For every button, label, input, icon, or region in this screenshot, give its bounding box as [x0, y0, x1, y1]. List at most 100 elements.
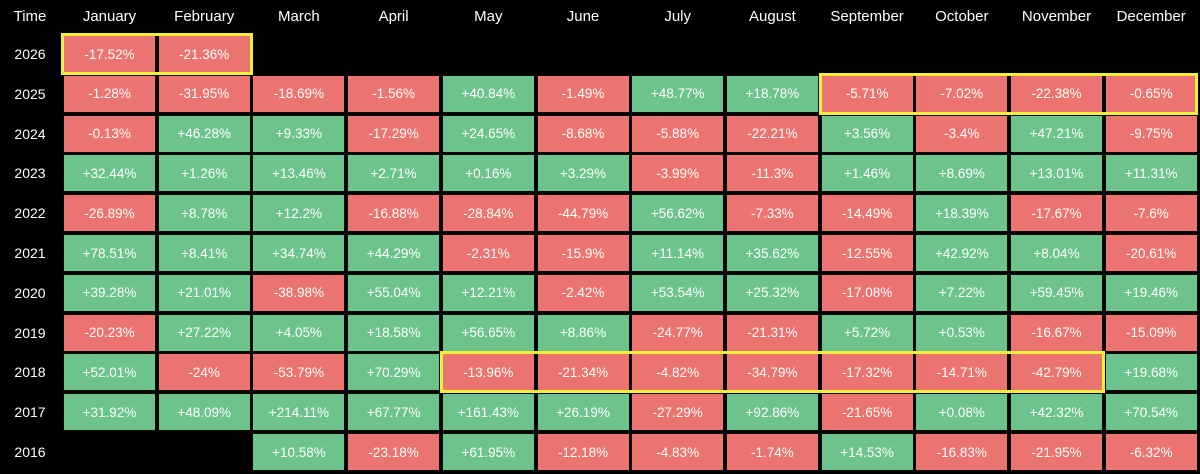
month-header-october: October: [935, 8, 989, 25]
return-cell-2020-march: -38.98%: [252, 273, 346, 312]
return-cell-2018-december: +19.68%: [1104, 353, 1198, 392]
return-cell-2022-december: -7.6%: [1104, 194, 1198, 233]
return-cell-2026-february: -21.36%: [157, 35, 251, 73]
return-cell-2017-january: +31.92%: [63, 393, 156, 432]
return-cell-2024-november: +47.21%: [1010, 114, 1103, 153]
return-cell-2021-april: +44.29%: [347, 234, 441, 272]
month-header-july: July: [664, 8, 692, 25]
return-cell-2016-june: -12.18%: [536, 433, 630, 471]
return-cell-2019-november: -16.67%: [1010, 313, 1103, 352]
return-cell-2017-august: +92.86%: [725, 393, 819, 432]
return-cell-2021-june: -15.9%: [536, 234, 630, 272]
return-cell-2019-may: +56.65%: [441, 313, 535, 352]
return-cell-2025-november: -22.38%: [1010, 74, 1103, 113]
return-cell-2023-july: -3.99%: [631, 154, 725, 193]
return-cell-2025-april: -1.56%: [347, 74, 441, 113]
return-cell-2025-october: -7.02%: [915, 74, 1009, 113]
return-cell-2023-june: +3.29%: [536, 154, 630, 193]
return-cell-2023-november: +13.01%: [1010, 154, 1103, 193]
return-cell-2023-september: +1.46%: [820, 154, 914, 193]
return-cell-2018-november: -42.79%: [1010, 353, 1103, 392]
return-cell-2018-may: -13.96%: [441, 353, 535, 392]
year-label-2020: 2020: [14, 284, 46, 301]
return-cell-2024-september: +3.56%: [820, 114, 914, 153]
return-cell-2019-june: +8.86%: [536, 313, 630, 352]
return-cell-2023-april: +2.71%: [347, 154, 441, 193]
return-cell-2018-september: -17.32%: [820, 353, 914, 392]
return-cell-2016-march: +10.58%: [252, 433, 346, 471]
return-cell-2016-october: -16.83%: [915, 433, 1009, 471]
year-label-2018: 2018: [14, 364, 46, 381]
return-cell-2018-april: +70.29%: [347, 353, 441, 392]
return-cell-2023-october: +8.69%: [915, 154, 1009, 193]
return-cell-2022-july: +56.62%: [631, 194, 725, 233]
return-cell-2021-november: +8.04%: [1010, 234, 1103, 272]
return-cell-2016-december: -6.32%: [1104, 433, 1198, 471]
return-cell-2018-january: +52.01%: [63, 353, 156, 392]
return-cell-2023-december: +11.31%: [1104, 154, 1198, 193]
year-label-2023: 2023: [14, 165, 46, 182]
month-header-may: May: [474, 8, 503, 25]
month-header-january: January: [82, 8, 137, 25]
return-cell-2017-april: +67.77%: [347, 393, 441, 432]
return-cell-2025-january: -1.28%: [63, 74, 156, 113]
year-label-2024: 2024: [14, 125, 46, 142]
time-column-header: Time: [13, 8, 47, 25]
return-cell-2024-august: -22.21%: [725, 114, 819, 153]
return-cell-2017-february: +48.09%: [157, 393, 251, 432]
return-cell-2026-january: -17.52%: [63, 35, 156, 73]
return-cell-2023-march: +13.46%: [252, 154, 346, 193]
return-cell-2021-september: -12.55%: [820, 234, 914, 272]
return-cell-2024-january: -0.13%: [63, 114, 156, 153]
return-cell-2020-june: -2.42%: [536, 273, 630, 312]
return-cell-2024-may: +24.65%: [441, 114, 535, 153]
return-cell-2025-july: +48.77%: [631, 74, 725, 113]
month-header-march: March: [278, 8, 320, 25]
return-cell-2025-february: -31.95%: [157, 74, 251, 113]
return-cell-2022-january: -26.89%: [63, 194, 156, 233]
return-cell-2020-january: +39.28%: [63, 273, 156, 312]
return-cell-2023-january: +32.44%: [63, 154, 156, 193]
return-cell-2016-august: -1.74%: [725, 433, 819, 471]
return-cell-2025-september: -5.71%: [820, 74, 914, 113]
return-cell-2019-july: -24.77%: [631, 313, 725, 352]
return-cell-2022-october: +18.39%: [915, 194, 1009, 233]
return-cell-2016-april: -23.18%: [347, 433, 441, 471]
return-cell-2025-june: -1.49%: [536, 74, 630, 113]
return-cell-2020-may: +12.21%: [441, 273, 535, 312]
return-cell-2021-july: +11.14%: [631, 234, 725, 272]
return-cell-2020-august: +25.32%: [725, 273, 819, 312]
return-cell-2023-february: +1.26%: [157, 154, 251, 193]
return-cell-2022-april: -16.88%: [347, 194, 441, 233]
month-header-december: December: [1116, 8, 1186, 25]
year-label-2025: 2025: [14, 85, 46, 102]
return-cell-2021-october: +42.92%: [915, 234, 1009, 272]
return-cell-2018-july: -4.82%: [631, 353, 725, 392]
return-cell-2024-march: +9.33%: [252, 114, 346, 153]
month-header-february: February: [174, 8, 235, 25]
month-header-august: August: [749, 8, 796, 25]
return-cell-2018-august: -34.79%: [725, 353, 819, 392]
return-cell-2022-march: +12.2%: [252, 194, 346, 233]
return-cell-2020-december: +19.46%: [1104, 273, 1198, 312]
return-cell-2019-august: -21.31%: [725, 313, 819, 352]
return-cell-2017-july: -27.29%: [631, 393, 725, 432]
return-cell-2025-august: +18.78%: [725, 74, 819, 113]
return-cell-2017-march: +214.11%: [252, 393, 346, 432]
return-cell-2019-september: +5.72%: [820, 313, 914, 352]
return-cell-2022-may: -28.84%: [441, 194, 535, 233]
return-cell-2024-february: +46.28%: [157, 114, 251, 153]
month-header-september: September: [830, 8, 904, 25]
return-cell-2023-august: -11.3%: [725, 154, 819, 193]
return-cell-2024-april: -17.29%: [347, 114, 441, 153]
return-cell-2020-september: -17.08%: [820, 273, 914, 312]
month-header-april: April: [378, 8, 409, 25]
return-cell-2021-march: +34.74%: [252, 234, 346, 272]
year-label-2016: 2016: [14, 444, 46, 460]
return-cell-2022-february: +8.78%: [157, 194, 251, 233]
return-cell-2019-april: +18.58%: [347, 313, 441, 352]
year-label-2021: 2021: [14, 245, 46, 261]
return-cell-2024-june: -8.68%: [536, 114, 630, 153]
return-cell-2021-may: -2.31%: [441, 234, 535, 272]
